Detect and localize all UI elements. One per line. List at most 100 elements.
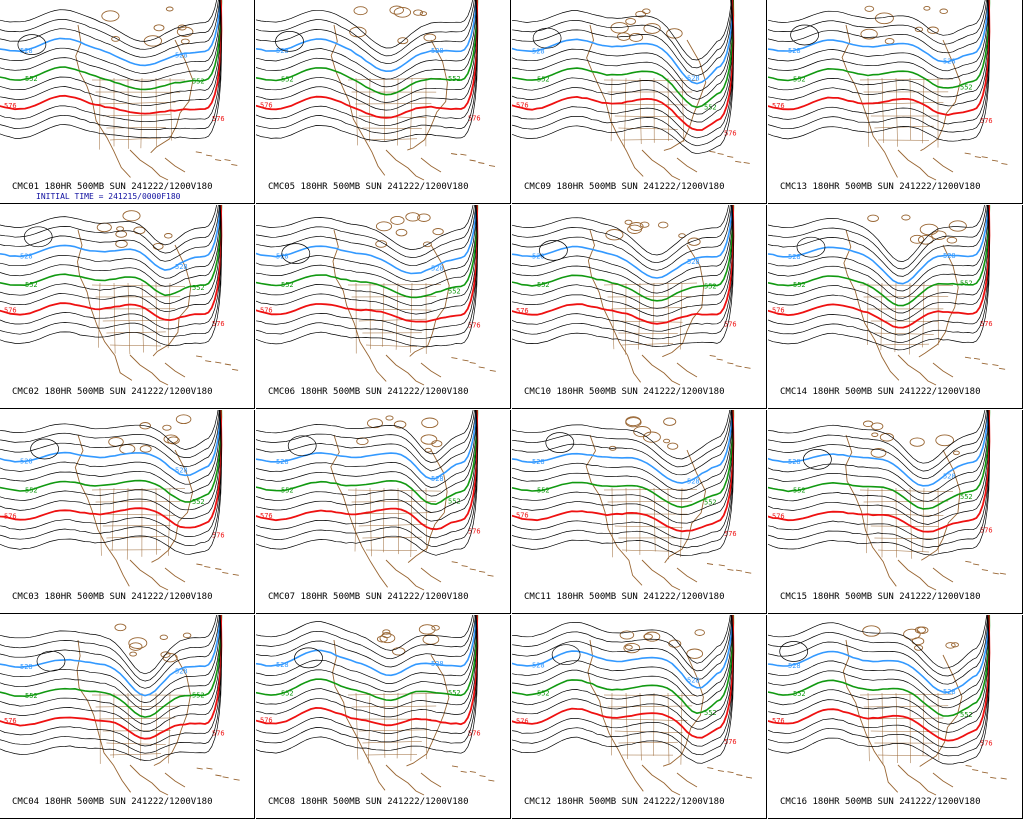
ensemble-panel: 528 528 552 552 576 576 CMC10 180HR 500MB SUN …: [512, 205, 767, 409]
contour-label-576: 576: [516, 512, 529, 520]
map-outline: [587, 629, 753, 796]
map-outline: [585, 416, 752, 591]
height-contour: [768, 0, 990, 125]
height-contour-map: 528 528 552 552 576 576: [512, 410, 752, 591]
height-contour: [768, 410, 990, 495]
contour-label-576: 576: [772, 307, 785, 315]
ensemble-panel: 528 528 552 552 576 576 CMC14 180HR 500MB SUN …: [768, 205, 1023, 409]
ensemble-panel: 528 528 552 552 576 576 CMC07 180HR 500MB SUN …: [256, 410, 511, 614]
height-contour: [768, 205, 990, 351]
contour-label-528: 528: [431, 265, 444, 273]
height-contour-528: [768, 410, 990, 487]
height-contour-576: [256, 410, 479, 531]
height-contour: [256, 615, 478, 684]
ensemble-panel: 528 528 552 552 576 576 CMC03 180HR 500MB SUN …: [0, 410, 255, 614]
contour-label-552: 552: [448, 287, 461, 295]
closed-low-contour: [790, 24, 819, 46]
height-contour: [512, 0, 734, 100]
contour-label-552: 552: [793, 76, 806, 84]
height-contour: [768, 615, 989, 677]
height-contour: [768, 0, 986, 36]
height-contour-552: [0, 410, 223, 503]
height-contour: [0, 205, 219, 254]
height-contour: [0, 615, 222, 761]
height-contour: [256, 205, 477, 267]
height-contour: [256, 410, 478, 497]
height-contour: [256, 410, 478, 488]
contour-label-528: 528: [276, 661, 289, 669]
height-contour: [768, 410, 990, 556]
height-contour-552: [512, 410, 735, 508]
contour-label-528: 528: [943, 473, 956, 481]
contour-label-576: 576: [260, 717, 273, 725]
height-contour: [768, 0, 987, 45]
height-contour: [256, 0, 478, 103]
contour-label-528: 528: [687, 478, 700, 486]
height-contour: [768, 615, 990, 709]
height-contour-552: [256, 0, 479, 96]
contour-label-528: 528: [175, 263, 188, 271]
contour-label-576: 576: [468, 528, 481, 536]
height-contour: [256, 615, 478, 734]
height-contour-576: [512, 0, 735, 131]
panel-caption: CMC11 180HR 500MB SUN 241222/1200V180: [524, 592, 725, 602]
contour-label-528: 528: [532, 47, 545, 55]
map-outline: [843, 214, 1006, 386]
panel-caption: CMC14 180HR 500MB SUN 241222/1200V180: [780, 387, 981, 397]
height-contour: [256, 205, 478, 331]
contour-label-552: 552: [704, 103, 717, 111]
panel-caption: CMC07 180HR 500MB SUN 241222/1200V180: [268, 592, 469, 602]
contour-label-528: 528: [20, 252, 33, 260]
height-contour: [0, 0, 222, 82]
height-contour: [512, 0, 734, 115]
contour-label-576: 576: [260, 102, 273, 110]
contour-label-528: 528: [532, 252, 545, 260]
height-contour: [768, 615, 990, 765]
contour-label-552: 552: [281, 487, 294, 495]
contour-label-576: 576: [772, 717, 785, 725]
height-contour-528: [768, 205, 990, 285]
height-contour: [768, 0, 990, 80]
panel-caption: CMC08 180HR 500MB SUN 241222/1200V180: [268, 797, 469, 807]
contour-label-552: 552: [281, 76, 294, 84]
height-contour-528: [256, 615, 478, 677]
closed-low-contour: [281, 243, 311, 264]
contour-label-528: 528: [943, 252, 956, 260]
contour-label-552: 552: [793, 487, 806, 495]
height-contour: [768, 205, 990, 292]
height-contour: [0, 0, 219, 50]
contour-label-528: 528: [175, 467, 188, 475]
height-contour: [512, 205, 734, 340]
contour-label-528: 528: [788, 253, 801, 261]
height-contour: [512, 205, 734, 347]
height-contour: [0, 615, 219, 682]
height-contour: [256, 205, 478, 282]
contour-label-528: 528: [943, 688, 956, 696]
height-contour: [0, 205, 220, 262]
height-contour: [256, 205, 478, 339]
contour-label-528: 528: [276, 47, 289, 55]
panel-caption: CMC06 180HR 500MB SUN 241222/1200V180: [268, 387, 469, 397]
height-contour: [768, 205, 987, 270]
height-contour: [512, 205, 734, 287]
height-contour: [768, 0, 990, 142]
height-contour: [768, 615, 990, 757]
contour-label-576: 576: [724, 530, 737, 538]
contour-label-528: 528: [431, 660, 444, 668]
contour-label-576: 576: [4, 307, 17, 315]
contour-label-552: 552: [704, 709, 717, 717]
height-contour: [0, 615, 222, 711]
ensemble-panel: 528 528 552 552 576 576 CMC15 180HR 500MB SUN …: [768, 410, 1023, 614]
height-contour: [256, 615, 476, 668]
contour-label-528: 528: [687, 677, 700, 685]
contour-label-528: 528: [20, 663, 33, 671]
height-contour: [0, 410, 219, 450]
height-contour: [768, 615, 990, 749]
panel-caption: CMC16 180HR 500MB SUN 241222/1200V180: [780, 797, 981, 807]
height-contour-552: [256, 410, 479, 505]
height-contour: [512, 205, 734, 332]
height-contour: [512, 205, 730, 256]
height-contour-map: 528 528 552 552 576 576: [0, 205, 239, 386]
height-contour: [256, 0, 478, 111]
map-outline: [76, 623, 240, 796]
